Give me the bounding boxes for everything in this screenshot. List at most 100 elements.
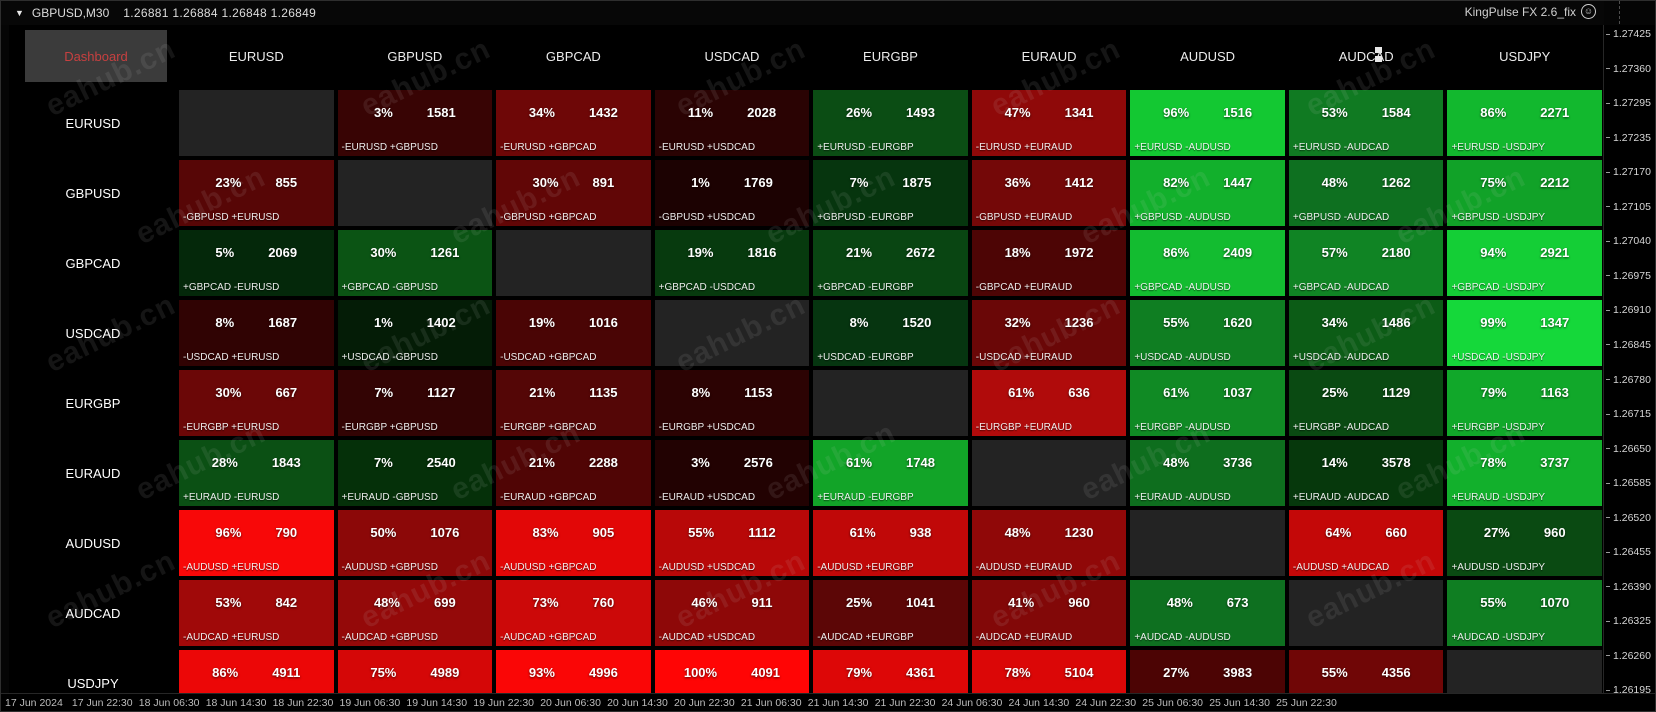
row-header-USDJPY: USDJPY xyxy=(67,675,119,691)
dashboard-button[interactable]: Dashboard xyxy=(25,30,167,82)
cell-EURGBP-GBPUSD[interactable]: 7% 1127 -EURGBP +GBPUSD xyxy=(337,370,493,436)
cell-EURUSD-USDJPY[interactable]: 86% 2271 +EURUSD -USDJPY xyxy=(1447,90,1602,156)
cell-USDJPY-AUDCAD[interactable]: 55%4356-USDJPY +AUDCAD xyxy=(1288,650,1444,696)
cell-EURUSD-GBPCAD[interactable]: 34% 1432 -EURUSD +GBPCAD xyxy=(496,90,651,156)
cell-USDJPY-AUDUSD[interactable]: 27%3983-USDJPY +AUDUSD xyxy=(1130,650,1285,696)
cell-USDCAD-USDJPY[interactable]: 99% 1347 +USDCAD -USDJPY xyxy=(1447,300,1602,366)
cell-GBPCAD-AUDCAD[interactable]: 57% 2180 +GBPCAD -AUDCAD xyxy=(1288,230,1444,296)
cell-USDCAD-AUDUSD[interactable]: 55% 1620 +USDCAD -AUDUSD xyxy=(1130,300,1285,366)
cell-AUDUSD-EURUSD[interactable]: 96% 790 -AUDUSD +EURUSD xyxy=(179,510,334,576)
row-header-USDCAD: USDCAD xyxy=(65,325,121,341)
cell-USDJPY-EURGBP[interactable]: 79%4361-USDJPY +EURGBP xyxy=(813,650,968,696)
cell-EURAUD-AUDUSD[interactable]: 48% 3736 +EURAUD -AUDUSD xyxy=(1130,440,1285,506)
cell-action-label: -AUDCAD +EURUSD xyxy=(183,632,280,643)
cell-value: 673 xyxy=(1226,594,1249,610)
column-header-EURAUD: EURAUD xyxy=(1021,49,1077,64)
cell-AUDCAD-AUDUSD[interactable]: 48% 673 +AUDCAD -AUDUSD xyxy=(1130,580,1285,646)
cell-GBPUSD-USDJPY[interactable]: 75% 2212 +GBPUSD -USDJPY xyxy=(1447,160,1602,226)
cell-AUDUSD-USDJPY[interactable]: 27% 960 +AUDUSD -USDJPY xyxy=(1447,510,1602,576)
cell-AUDUSD-AUDCAD[interactable]: 64% 660 -AUDUSD +AUDCAD xyxy=(1288,510,1444,576)
cell-EURAUD-EURGBP[interactable]: 61% 1748 +EURAUD -EURGBP xyxy=(813,440,968,506)
cell-GBPCAD-EURAUD[interactable]: 18% 1972 -GBPCAD +EURAUD xyxy=(971,230,1127,296)
cell-AUDUSD-GBPUSD[interactable]: 50% 1076 -AUDUSD +GBPUSD xyxy=(337,510,493,576)
cell-action-label: +EURAUD -EURUSD xyxy=(183,492,280,503)
cell-GBPUSD-USDCAD[interactable]: 1% 1769 -GBPUSD +USDCAD xyxy=(654,160,810,226)
cell-USDCAD-GBPUSD[interactable]: 1% 1402 +USDCAD -GBPUSD xyxy=(337,300,493,366)
cell-USDJPY-GBPCAD[interactable]: 93%4996-USDJPY +GBPCAD xyxy=(496,650,651,696)
time-tick-label: 18 Jun 14:30 xyxy=(205,697,267,709)
cell-EURGBP-AUDUSD[interactable]: 61% 1037 +EURGBP -AUDUSD xyxy=(1130,370,1285,436)
cell-EURAUD-GBPCAD[interactable]: 21% 2288 -EURAUD +GBPCAD xyxy=(496,440,651,506)
cell-AUDCAD-USDCAD[interactable]: 46% 911 -AUDCAD +USDCAD xyxy=(654,580,810,646)
cell-AUDUSD-EURGBP[interactable]: 61% 938 -AUDUSD +EURGBP xyxy=(813,510,968,576)
cell-GBPCAD-USDJPY[interactable]: 94% 2921 +GBPCAD -USDJPY xyxy=(1447,230,1602,296)
cell-GBPCAD-EURUSD[interactable]: 5% 2069 +GBPCAD -EURUSD xyxy=(179,230,334,296)
cell-AUDCAD-GBPUSD[interactable]: 48% 699 -AUDCAD +GBPUSD xyxy=(337,580,493,646)
cell-USDCAD-AUDCAD[interactable]: 34% 1486 +USDCAD -AUDCAD xyxy=(1288,300,1444,366)
cell-EURGBP-USDCAD[interactable]: 8% 1153 -EURGBP +USDCAD xyxy=(654,370,810,436)
cell-AUDCAD-GBPCAD[interactable]: 73% 760 -AUDCAD +GBPCAD xyxy=(496,580,651,646)
cell-EURGBP-USDJPY[interactable]: 79% 1163 +EURGBP -USDJPY xyxy=(1447,370,1602,436)
cell-EURUSD-EURAUD[interactable]: 47% 1341 -EURUSD +EURAUD xyxy=(971,90,1127,156)
cell-EURUSD-AUDUSD[interactable]: 96% 1516 +EURUSD -AUDUSD xyxy=(1130,90,1285,156)
cell-USDCAD-EURAUD[interactable]: 32% 1236 -USDCAD +EURAUD xyxy=(971,300,1127,366)
cell-USDCAD-EURUSD[interactable]: 8% 1687 -USDCAD +EURUSD xyxy=(179,300,334,366)
cell-AUDCAD-EURUSD[interactable]: 53% 842 -AUDCAD +EURUSD xyxy=(179,580,334,646)
cell-EURAUD-USDJPY[interactable]: 78% 3737 +EURAUD -USDJPY xyxy=(1447,440,1602,506)
cell-USDJPY-USDCAD[interactable]: 100%4091-USDJPY +USDCAD xyxy=(654,650,810,696)
cell-GBPCAD-USDCAD[interactable]: 19% 1816 +GBPCAD -USDCAD xyxy=(654,230,810,296)
cell-USDCAD-EURGBP[interactable]: 8% 1520 +USDCAD -EURGBP xyxy=(813,300,968,366)
cell-value: 1076 xyxy=(430,524,460,540)
cell-EURUSD-GBPUSD[interactable]: 3% 1581 -EURUSD +GBPUSD xyxy=(337,90,493,156)
cell-percent: 21% xyxy=(528,454,555,470)
cell-percent: 11% xyxy=(687,104,714,120)
cell-GBPUSD-AUDCAD[interactable]: 48% 1262 +GBPUSD -AUDCAD xyxy=(1288,160,1444,226)
cell-value: 1261 xyxy=(430,244,460,260)
cell-value: 1347 xyxy=(1540,314,1570,330)
cell-GBPCAD-GBPUSD[interactable]: 30% 1261 +GBPCAD -GBPUSD xyxy=(337,230,493,296)
diagonal-cell-EURAUD xyxy=(971,440,1127,506)
cell-EURAUD-USDCAD[interactable]: 3% 2576 -EURAUD +USDCAD xyxy=(654,440,810,506)
cell-EURGBP-EURAUD[interactable]: 61% 636 -EURGBP +EURAUD xyxy=(971,370,1127,436)
cell-EURUSD-EURGBP[interactable]: 26% 1493 +EURUSD -EURGBP xyxy=(813,90,968,156)
cell-value: 4361 xyxy=(906,664,935,680)
cell-value: 2672 xyxy=(906,244,935,260)
cell-EURGBP-AUDCAD[interactable]: 25% 1129 +EURGBP -AUDCAD xyxy=(1288,370,1444,436)
cell-value: 3983 xyxy=(1223,664,1253,680)
cell-EURUSD-AUDCAD[interactable]: 53% 1584 +EURUSD -AUDCAD xyxy=(1288,90,1444,156)
cell-USDJPY-EURUSD[interactable]: 86%4911-USDJPY +EURUSD xyxy=(179,650,334,696)
cell-AUDCAD-EURGBP[interactable]: 25% 1041 -AUDCAD +EURGBP xyxy=(813,580,968,646)
cell-EURUSD-USDCAD[interactable]: 11% 2028 -EURUSD +USDCAD xyxy=(654,90,810,156)
cell-value: 3736 xyxy=(1223,454,1253,470)
cell-AUDUSD-EURAUD[interactable]: 48% 1230 -AUDUSD +EURAUD xyxy=(971,510,1127,576)
cell-USDCAD-GBPCAD[interactable]: 19% 1016 -USDCAD +GBPCAD xyxy=(496,300,651,366)
cell-EURAUD-AUDCAD[interactable]: 14% 3578 +EURAUD -AUDCAD xyxy=(1288,440,1444,506)
cell-EURAUD-GBPUSD[interactable]: 7% 2540 +EURAUD -GBPUSD xyxy=(337,440,493,506)
cell-GBPUSD-EURGBP[interactable]: 7% 1875 +GBPUSD -EURGBP xyxy=(813,160,968,226)
cell-AUDUSD-GBPCAD[interactable]: 83% 905 -AUDUSD +GBPCAD xyxy=(496,510,651,576)
cell-EURGBP-EURUSD[interactable]: 30% 667 -EURGBP +EURUSD xyxy=(179,370,334,436)
cell-value: 636 xyxy=(1068,384,1090,400)
cell-GBPCAD-AUDUSD[interactable]: 86% 2409 +GBPCAD -AUDUSD xyxy=(1130,230,1285,296)
cell-EURAUD-EURUSD[interactable]: 28% 1843 +EURAUD -EURUSD xyxy=(179,440,334,506)
cell-AUDUSD-USDCAD[interactable]: 55% 1112 -AUDUSD +USDCAD xyxy=(654,510,810,576)
cell-value: 2028 xyxy=(747,104,777,120)
cell-EURGBP-GBPCAD[interactable]: 21% 1135 -EURGBP +GBPCAD xyxy=(496,370,651,436)
layout-toggle-icon[interactable] xyxy=(1375,47,1383,64)
cell-GBPCAD-EURGBP[interactable]: 21% 2672 +GBPCAD -EURGBP xyxy=(813,230,968,296)
cell-action-label: -EURGBP +USDCAD xyxy=(658,422,755,433)
cell-USDJPY-GBPUSD[interactable]: 75%4989-USDJPY +GBPUSD xyxy=(337,650,493,696)
cell-GBPUSD-EURAUD[interactable]: 36% 1412 -GBPUSD +EURAUD xyxy=(971,160,1127,226)
cell-value: 2921 xyxy=(1540,244,1570,260)
cell-USDJPY-EURAUD[interactable]: 78%5104-USDJPY +EURAUD xyxy=(971,650,1127,696)
cell-value: 1486 xyxy=(1381,314,1411,330)
chart-dropdown-icon[interactable]: ▼ xyxy=(15,8,24,18)
cell-GBPUSD-AUDUSD[interactable]: 82% 1447 +GBPUSD -AUDUSD xyxy=(1130,160,1285,226)
cell-AUDCAD-EURAUD[interactable]: 41% 960 -AUDCAD +EURAUD xyxy=(971,580,1127,646)
cell-GBPUSD-GBPCAD[interactable]: 30% 891 -GBPUSD +GBPCAD xyxy=(496,160,651,226)
cell-GBPUSD-EURUSD[interactable]: 23% 855 -GBPUSD +EURUSD xyxy=(179,160,334,226)
smiley-icon[interactable]: ☺ xyxy=(1581,4,1596,19)
cell-percent: 34% xyxy=(1321,314,1348,330)
cell-AUDCAD-USDJPY[interactable]: 55% 1070 +AUDCAD -USDJPY xyxy=(1447,580,1602,646)
cell-percent: 21% xyxy=(529,384,556,400)
